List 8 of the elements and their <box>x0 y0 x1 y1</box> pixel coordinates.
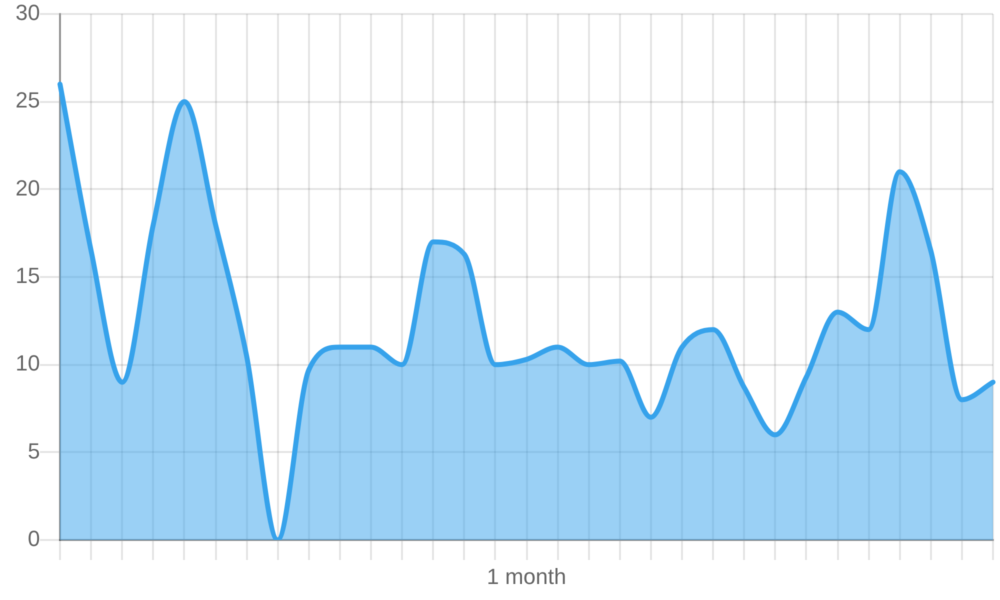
y-tick-label: 10 <box>16 350 40 376</box>
y-tick-label: 25 <box>16 88 40 113</box>
x-axis-title: 1 month <box>486 564 566 589</box>
y-tick-label: 30 <box>16 0 40 26</box>
y-tick-label: 20 <box>16 175 40 200</box>
y-tick-label: 0 <box>28 526 40 552</box>
y-tick-label: 5 <box>28 438 40 464</box>
y-tick-label: 15 <box>16 263 40 288</box>
